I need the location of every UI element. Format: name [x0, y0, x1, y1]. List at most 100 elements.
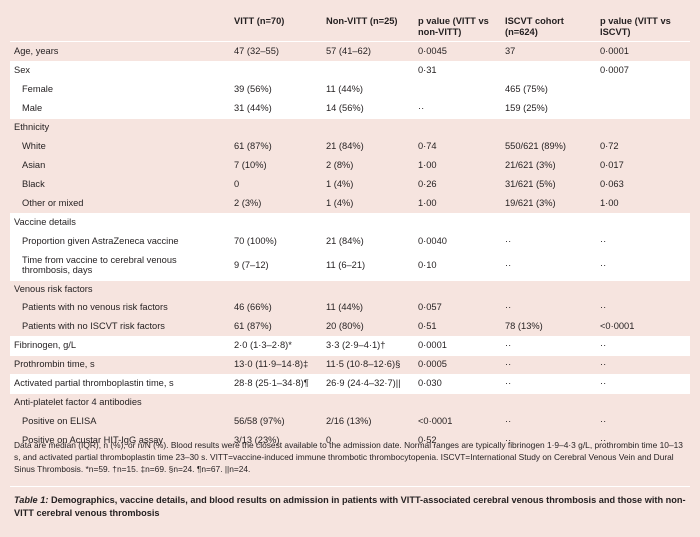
- table-cell: 2 (8%): [322, 156, 414, 175]
- table-cell: ··: [596, 412, 690, 431]
- table-cell: 0: [322, 431, 414, 450]
- row-label: Fibrinogen, g/L: [10, 335, 230, 355]
- row-label: Ethnicity: [10, 117, 230, 137]
- table-cell: ··: [501, 354, 596, 374]
- table-cell: 70 (100%): [230, 232, 322, 251]
- table-row: Ethnicity: [10, 117, 690, 137]
- table-cell: [596, 392, 690, 412]
- table-cell: 31 (44%): [230, 99, 322, 118]
- table-row: Patients with no venous risk factors 46 (…: [10, 298, 690, 317]
- table-cell: [596, 99, 690, 118]
- table-cell: ··: [501, 335, 596, 355]
- row-label: White: [10, 137, 230, 156]
- table-cell: 21/621 (3%): [501, 156, 596, 175]
- table-cell: [322, 212, 414, 232]
- table-cell: 13·0 (11·9–14·8)‡: [230, 354, 322, 374]
- table-cell: 7 (10%): [230, 156, 322, 175]
- table-cell: [322, 60, 414, 80]
- table-cell: [414, 392, 501, 412]
- header-cell: VITT (n=70): [230, 4, 322, 42]
- table-cell: ··: [596, 373, 690, 393]
- table-cell: 0·0007: [596, 60, 690, 80]
- table-cell: 37: [501, 41, 596, 61]
- caption-text: Demographics, vaccine details, and blood…: [14, 495, 686, 518]
- table-cell: [414, 80, 501, 99]
- table-cell: [501, 117, 596, 137]
- table-cell: 0·31: [414, 60, 501, 80]
- table-cell: ··: [596, 431, 690, 450]
- table-cell: [596, 117, 690, 137]
- table-cell: 39 (56%): [230, 80, 322, 99]
- table-cell: [501, 279, 596, 298]
- table-cell: 0·063: [596, 175, 690, 194]
- table-cell: 21 (84%): [322, 232, 414, 251]
- table-cell: ··: [596, 232, 690, 251]
- table-cell: [414, 279, 501, 298]
- table-cell: 0·057: [414, 298, 501, 317]
- table-row: Female 39 (56%) 11 (44%) 465 (75%): [10, 80, 690, 99]
- table-row: Age, years 47 (32–55) 57 (41–62) 0·0045 37 0·…: [10, 41, 690, 61]
- table-row: Patients with no ISCVT risk factors 61 (8…: [10, 317, 690, 336]
- table-cell: ··: [501, 431, 596, 450]
- row-label: Patients with no ISCVT risk factors: [10, 317, 230, 336]
- table-cell: [230, 60, 322, 80]
- table-cell: 3·3 (2·9–4·1)†: [322, 335, 414, 355]
- table-row: Venous risk factors: [10, 279, 690, 298]
- table-cell: 19/621 (3%): [501, 194, 596, 213]
- table-row: Black 0 1 (4%) 0·26 31/621 (5%) 0·063: [10, 175, 690, 194]
- table-cell: 550/621 (89%): [501, 137, 596, 156]
- data-table: VITT (n=70) Non-VITT (n=25) p value (VIT…: [10, 4, 690, 450]
- table-cell: 78 (13%): [501, 317, 596, 336]
- table-cell: [596, 80, 690, 99]
- table-row: Fibrinogen, g/L 2·0 (1·3–2·8)* 3·3 (2·9–4·…: [10, 335, 690, 355]
- table-row: Time from vaccine to cerebral venous thr…: [10, 251, 690, 280]
- header-cell: Non-VITT (n=25): [322, 4, 414, 42]
- table-cell: [322, 392, 414, 412]
- row-label: Patients with no venous risk factors: [10, 298, 230, 317]
- table-cell: ··: [501, 251, 596, 280]
- table-cell: 61 (87%): [230, 137, 322, 156]
- row-label: Sex: [10, 60, 230, 80]
- caption-label: Table 1:: [14, 495, 49, 505]
- table-cell: [230, 212, 322, 232]
- row-label: Activated partial thromboplastin time, s: [10, 373, 230, 393]
- table-cell: 28·8 (25·1–34·8)¶: [230, 373, 322, 393]
- table-cell: 56/58 (97%): [230, 412, 322, 431]
- table-row: Sex 0·31 0·0007: [10, 60, 690, 80]
- row-label: Proportion given AstraZeneca vaccine: [10, 232, 230, 251]
- table-cell: 2·0 (1·3–2·8)*: [230, 335, 322, 355]
- table-cell: 11 (44%): [322, 298, 414, 317]
- table-cell: ··: [414, 99, 501, 118]
- row-label: Female: [10, 80, 230, 99]
- row-label: Male: [10, 99, 230, 118]
- table-cell: ··: [501, 298, 596, 317]
- row-label: Time from vaccine to cerebral venous thr…: [10, 251, 230, 280]
- table-cell: 26·9 (24·4–32·7)||: [322, 373, 414, 393]
- table-row: Proportion given AstraZeneca vaccine 70 (…: [10, 232, 690, 251]
- table-cell: 2 (3%): [230, 194, 322, 213]
- table-cell: ··: [501, 412, 596, 431]
- table-cell: 1·00: [414, 194, 501, 213]
- table-cell: 0·0005: [414, 354, 501, 374]
- table-cell: <0·0001: [414, 412, 501, 431]
- table-row: Vaccine details: [10, 212, 690, 232]
- table-cell: 21 (84%): [322, 137, 414, 156]
- row-label: Other or mixed: [10, 194, 230, 213]
- row-label: Asian: [10, 156, 230, 175]
- row-label: Positive on ELISA: [10, 412, 230, 431]
- table-cell: 0·0040: [414, 232, 501, 251]
- table-cell: 0·52: [414, 431, 501, 450]
- table-cell: 0·26: [414, 175, 501, 194]
- table-cell: 31/621 (5%): [501, 175, 596, 194]
- table-cell: 57 (41–62): [322, 41, 414, 61]
- table-cell: 0·0045: [414, 41, 501, 61]
- table-cell: 465 (75%): [501, 80, 596, 99]
- table-cell: 0·0001: [414, 335, 501, 355]
- table-cell: [414, 212, 501, 232]
- table-cell: 0·030: [414, 373, 501, 393]
- header-cell: ISCVT cohort (n=624): [501, 4, 596, 42]
- table-cell: [230, 117, 322, 137]
- table-cell: 0·017: [596, 156, 690, 175]
- table-cell: 61 (87%): [230, 317, 322, 336]
- table-cell: 0·74: [414, 137, 501, 156]
